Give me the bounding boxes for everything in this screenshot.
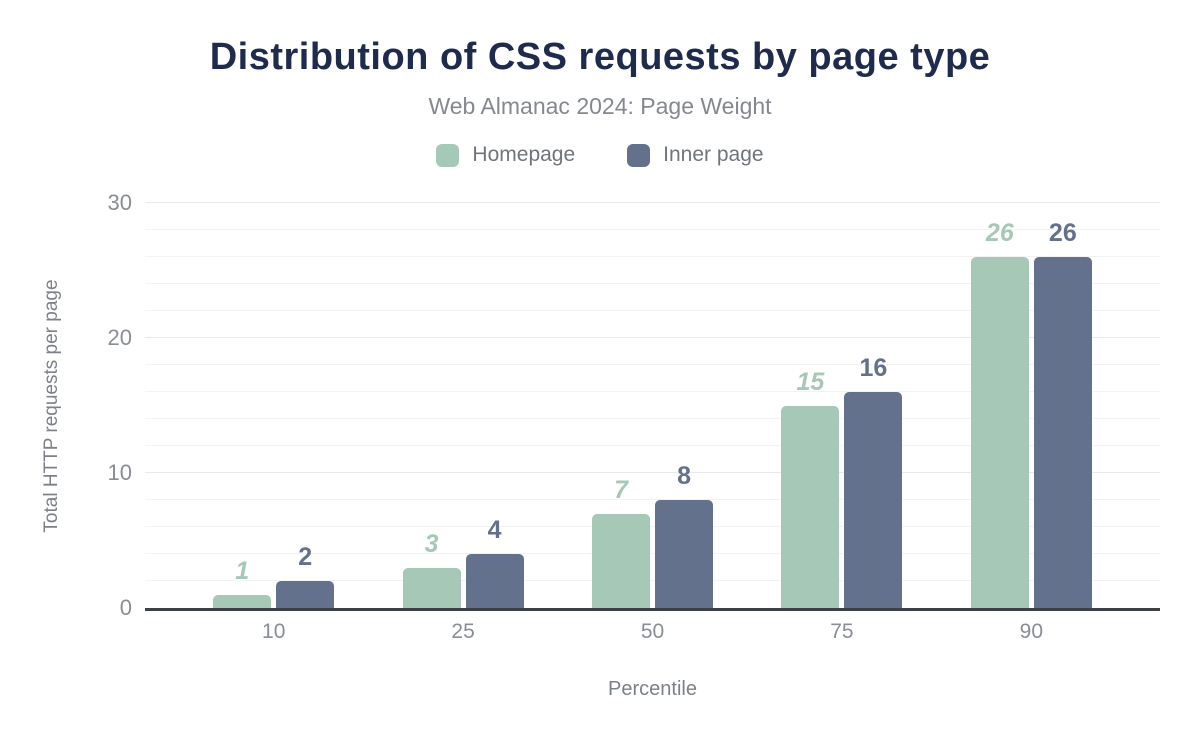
plot-area: 1 2 3 4 7 8 15 16 26 26	[145, 202, 1160, 611]
gridline-26	[145, 256, 1160, 257]
bar-value-label: 26	[1048, 219, 1077, 247]
bar-value-label: 15	[796, 367, 825, 396]
gridline-4	[145, 553, 1160, 554]
y-tick-0: 0	[119, 595, 132, 620]
y-tick-30: 30	[107, 190, 132, 215]
bar-homepage-p10[interactable]: 1	[213, 557, 272, 608]
y-axis-ticks: 0 10 20 30	[0, 192, 132, 619]
legend-item-inner-page: Inner page	[627, 143, 764, 167]
bar-value-label: 3	[424, 529, 439, 558]
x-tick-25: 25	[451, 620, 475, 643]
bar-homepage-p75[interactable]: 15	[781, 368, 840, 608]
legend-item-homepage: Homepage	[436, 143, 575, 167]
x-axis-title: Percentile	[608, 678, 697, 700]
gridline-20	[145, 337, 1160, 339]
x-tick-10: 10	[262, 620, 286, 643]
y-tick-20: 20	[107, 325, 132, 351]
legend-label-inner-page: Inner page	[663, 143, 764, 166]
gridline-2	[145, 580, 1160, 581]
bar-homepage-p50[interactable]: 7	[592, 476, 651, 608]
bar-group-75: 15 16	[747, 203, 936, 608]
bar-value-label: 16	[859, 354, 888, 382]
gridline-10	[145, 472, 1160, 474]
gridline-8	[145, 499, 1160, 500]
bar-value-label: 2	[298, 543, 313, 571]
bar-value-label: 4	[487, 516, 502, 544]
bar-inner-page-p10[interactable]: 2	[276, 543, 335, 608]
bar-inner-page-p75[interactable]: 16	[844, 354, 903, 608]
legend-swatch-homepage	[436, 143, 460, 167]
gridline-18	[145, 364, 1160, 365]
bar-inner-page-p90[interactable]: 26	[1033, 219, 1092, 608]
bar-homepage-p25[interactable]: 3	[402, 530, 461, 608]
y-tick-10: 10	[107, 460, 132, 486]
gridline-28	[145, 229, 1160, 230]
bar-inner-page-p50[interactable]: 8	[655, 462, 714, 608]
gridline-30	[145, 202, 1160, 203]
bar-groups: 1 2 3 4 7 8 15 16 26 26	[145, 203, 1160, 608]
chart-subtitle: Web Almanac 2024: Page Weight	[428, 93, 772, 119]
legend-swatch-inner-page	[627, 143, 651, 167]
x-axis-ticks: 10 25 50 75 90	[145, 620, 1160, 644]
chart-title: Distribution of CSS requests by page typ…	[209, 36, 991, 78]
bar-value-label: 7	[614, 475, 628, 504]
gridline-12	[145, 445, 1160, 446]
legend: Homepage Inner page	[0, 143, 1200, 167]
gridline-14	[145, 418, 1160, 419]
bar-inner-page-p25[interactable]: 4	[465, 516, 524, 608]
gridline-16	[145, 391, 1160, 392]
gridline-6	[145, 526, 1160, 527]
gridline-22	[145, 310, 1160, 311]
bar-value-label: 8	[677, 462, 691, 490]
x-tick-75: 75	[830, 620, 854, 643]
x-tick-90: 90	[1019, 620, 1043, 643]
gridline-24	[145, 283, 1160, 284]
bar-value-label: 26	[985, 219, 1014, 247]
bar-homepage-p90[interactable]: 26	[970, 219, 1029, 608]
legend-label-homepage: Homepage	[472, 143, 576, 166]
bar-value-label: 1	[235, 556, 250, 585]
x-tick-50: 50	[640, 620, 665, 643]
bar-group-90: 26 26	[937, 203, 1126, 608]
